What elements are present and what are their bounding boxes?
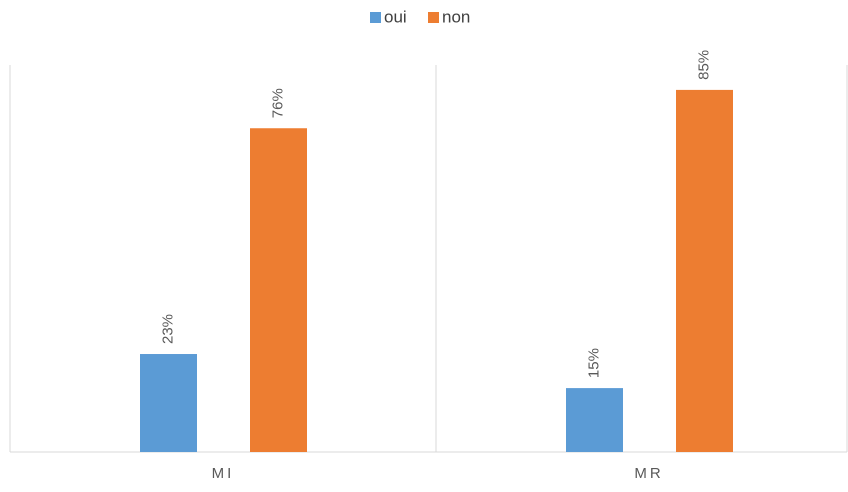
data-label: 85% <box>695 50 712 80</box>
data-label: 15% <box>585 348 602 378</box>
legend-text: non <box>442 7 470 26</box>
bar <box>140 354 197 452</box>
bar <box>566 388 623 452</box>
data-label: 76% <box>269 88 286 118</box>
x-tick-label: MI <box>212 465 235 482</box>
x-tick-label: MR <box>634 465 663 482</box>
bar <box>250 128 307 453</box>
bar <box>676 89 733 453</box>
data-label: 23% <box>159 314 176 344</box>
legend-swatch <box>428 12 439 23</box>
legend-swatch <box>370 12 381 23</box>
legend-text: oui <box>384 7 407 26</box>
